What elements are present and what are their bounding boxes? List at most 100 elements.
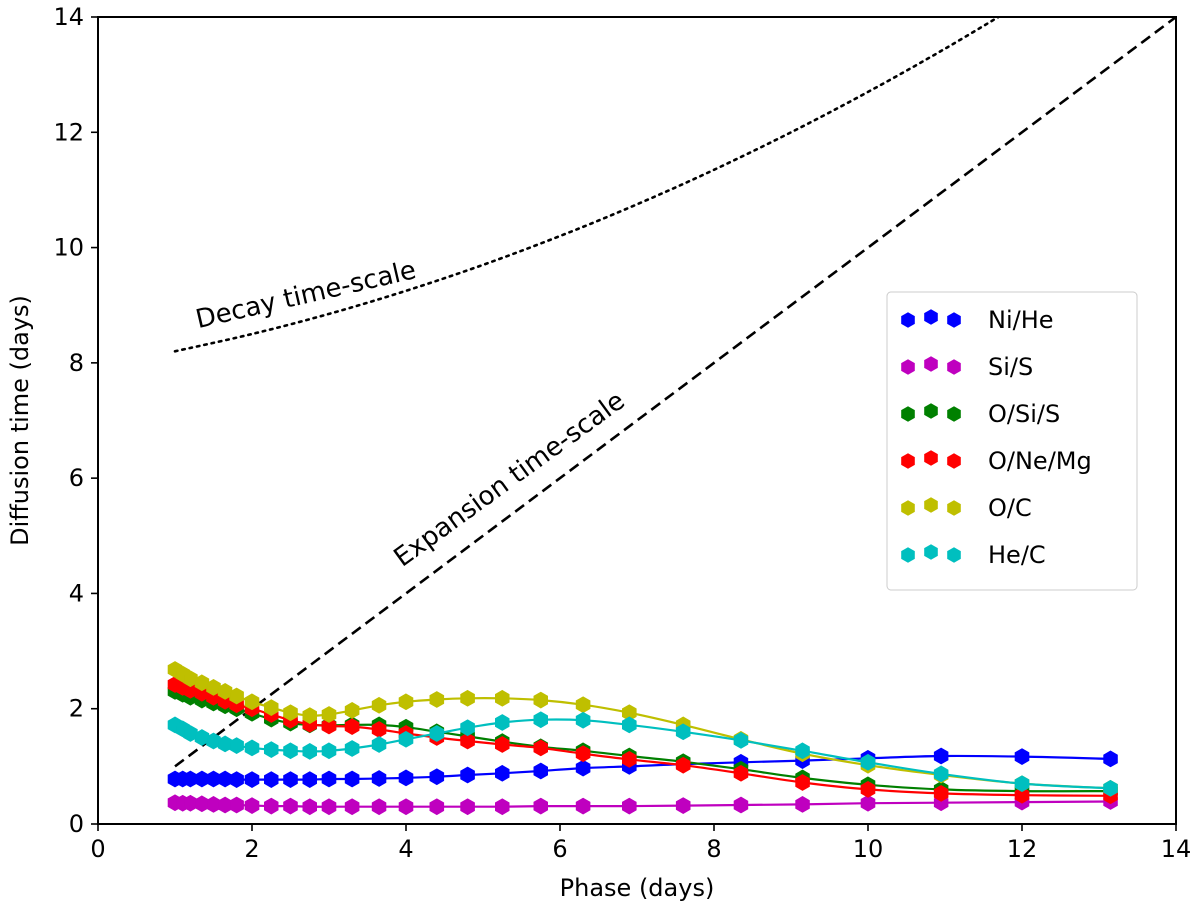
legend-marker (901, 312, 915, 328)
decay-time-scale-line (173, 17, 1001, 353)
data-point-ni-he (1014, 748, 1030, 765)
legend-marker (947, 547, 961, 563)
legend-label: He/C (988, 541, 1046, 569)
data-point-he-c (283, 742, 298, 760)
data-point-o-c (183, 670, 198, 688)
data-point-o-ne-mg (1014, 786, 1030, 804)
data-point-o-ne-mg (622, 751, 637, 768)
y-tick-label: 14 (53, 3, 84, 31)
x-tick-label: 8 (706, 835, 721, 863)
data-point-si-s (622, 797, 637, 815)
legend-label: O/C (988, 494, 1032, 522)
legend: Ni/He Si/S O/Si/S O/Ne/Mg O/C He/C (886, 291, 1138, 591)
data-point-o-c (244, 693, 260, 711)
x-tick-label: 14 (1161, 835, 1192, 863)
data-point-he-c (194, 729, 210, 746)
data-point-o-c (398, 693, 414, 711)
plot-frame (97, 16, 1177, 825)
data-point-he-c (1103, 779, 1118, 797)
data-point-o-c (194, 674, 210, 692)
legend-marker (901, 359, 915, 375)
data-point-ni-he (344, 770, 360, 788)
legend-marker (901, 500, 915, 516)
data-point-si-s (429, 798, 445, 816)
x-tick-label: 2 (244, 835, 259, 863)
data-point-he-c (622, 716, 637, 734)
legend-marker (901, 453, 915, 469)
data-point-si-s (283, 797, 298, 815)
x-tick-label: 4 (398, 835, 413, 863)
data-point-si-s (371, 798, 387, 816)
y-tick-label: 12 (53, 118, 84, 146)
data-point-ni-he (229, 771, 244, 788)
data-point-o-c (217, 683, 233, 700)
legend-label: O/Si/S (988, 400, 1060, 428)
expansion-timescale-annotation: Expansion time-scale (389, 386, 631, 573)
data-point-o-ne-mg (733, 764, 749, 782)
y-tick-label: 8 (69, 349, 84, 377)
data-point-si-s (795, 796, 810, 813)
data-point-he-c (321, 742, 337, 760)
legend-item-o-si-s: O/Si/S (901, 400, 1060, 428)
data-point-he-c (933, 765, 949, 783)
data-point-ni-he (429, 768, 445, 786)
data-point-ni-he (933, 747, 949, 765)
data-point-ni-he (371, 770, 387, 787)
data-point-he-c (575, 711, 591, 729)
data-point-o-ne-mg (860, 781, 876, 798)
series-si-s (167, 793, 1118, 816)
legend-marker (924, 497, 938, 513)
data-point-ni-he (302, 771, 317, 788)
data-point-o-ne-mg (675, 756, 691, 774)
data-point-he-c (398, 730, 414, 748)
data-point-o-ne-mg (795, 774, 810, 791)
data-point-o-c (206, 679, 221, 696)
expansion-time-scale-line (174, 17, 1176, 768)
data-point-he-c (533, 711, 548, 729)
y-tick-label: 2 (69, 695, 84, 723)
legend-label: Si/S (988, 353, 1033, 381)
data-point-o-c (283, 704, 298, 722)
data-point-ni-he (264, 771, 279, 788)
data-point-he-c (264, 741, 279, 758)
data-point-si-s (860, 794, 876, 812)
data-point-o-ne-mg (371, 721, 387, 738)
data-point-he-c (675, 723, 691, 741)
y-tick-label: 10 (53, 234, 84, 262)
data-point-he-c (206, 732, 221, 750)
legend-marker (947, 500, 961, 516)
data-point-ni-he (575, 759, 591, 777)
data-point-o-c (371, 696, 387, 714)
data-point-o-c (229, 687, 244, 705)
legend-item-he-c: He/C (901, 541, 1046, 569)
legend-marker (947, 453, 961, 469)
data-point-he-c (860, 753, 876, 771)
legend-item-o-c: O/C (901, 494, 1032, 522)
data-point-si-s (733, 796, 749, 814)
series-he-c (167, 711, 1118, 797)
data-point-o-c (344, 702, 360, 719)
x-axis-label: Phase (days) (560, 874, 715, 902)
legend-marker (924, 403, 938, 419)
legend-label: Ni/He (988, 306, 1054, 334)
legend-item-o-ne-mg: O/Ne/Mg (901, 447, 1092, 475)
data-point-ni-he (244, 771, 260, 788)
data-point-he-c (229, 737, 244, 754)
legend-marker (947, 406, 961, 422)
data-point-si-s (533, 797, 548, 815)
data-point-he-c (733, 732, 749, 749)
decay-timescale-annotation: Decay time-scale (193, 255, 419, 335)
annotations: Decay time-scale Expansion time-scale (193, 255, 631, 573)
data-point-o-c (495, 689, 510, 707)
legend-marker (947, 312, 961, 328)
data-point-ni-he (398, 769, 414, 787)
data-point-he-c (371, 736, 387, 753)
data-point-o-c (533, 691, 548, 709)
data-point-o-c (302, 707, 317, 724)
data-point-o-c (429, 691, 445, 708)
legend-marker (924, 544, 938, 560)
y-axis-label: Diffusion time (days) (6, 295, 34, 546)
data-point-o-ne-mg (575, 745, 591, 763)
data-point-he-c (244, 739, 260, 757)
